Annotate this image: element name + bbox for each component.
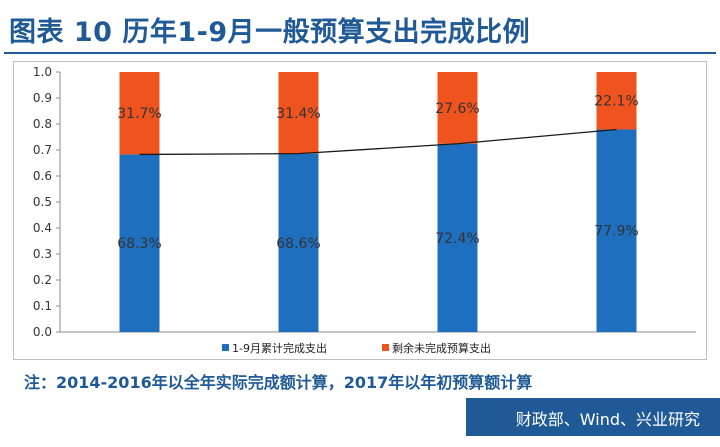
data-label-remaining: 31.7% [117,106,161,122]
y-tick-label: 1.0 [33,65,52,79]
data-label-completed: 68.3% [117,236,161,252]
legend-label-completed: 1-9月累计完成支出 [232,341,327,355]
legend-swatch-completed [222,344,229,351]
trend-line [139,128,617,156]
chart-note: 注：2014-2016年以全年实际完成额计算，2017年以年初预算额计算 [24,373,533,392]
bar-completed [119,154,160,332]
data-label-remaining: 27.6% [435,101,479,117]
bar-remaining [119,72,160,155]
title-divider [4,52,716,54]
y-tick-label: 0.6 [33,169,52,183]
y-tick-label: 0.4 [33,221,52,235]
bar-completed [278,153,319,332]
data-label-remaining: 22.1% [594,94,638,110]
y-tick-label: 0.9 [33,91,52,105]
bar-remaining [596,72,637,130]
chart-frame: 0.0 0.1 0.2 0.3 0.4 0.5 0.6 0.7 0.8 0.9 1.0 68.3% 31… [13,61,707,360]
bar-remaining [278,72,319,154]
y-tick-label: 0.0 [33,325,52,339]
data-label-completed: 77.9% [594,224,638,240]
legend-swatch-remaining [382,344,389,351]
y-tick-label: 0.3 [33,247,52,261]
data-label-completed: 72.4% [435,231,479,247]
source-banner: 财政部、Wind、兴业研究 [466,398,720,436]
data-label-completed: 68.6% [276,236,320,252]
bar-completed [596,129,637,332]
data-label-remaining: 31.4% [276,106,320,122]
bar-remaining [437,72,478,144]
legend-label-remaining: 剩余未完成预算支出 [392,341,491,355]
y-tick-label: 0.1 [33,299,52,313]
source-text: 财政部、Wind、兴业研究 [515,410,700,429]
chart-plot: 0.0 0.1 0.2 0.3 0.4 0.5 0.6 0.7 0.8 0.9 1.0 68.3% 31… [33,65,696,355]
y-tick-label: 0.5 [33,195,52,209]
chart-title: 图表 10 历年1-9月一般预算支出完成比例 [9,17,531,48]
y-tick-label: 0.7 [33,143,52,157]
bar-completed [437,143,478,332]
y-tick-label: 0.8 [33,117,52,131]
y-tick-label: 0.2 [33,273,52,287]
